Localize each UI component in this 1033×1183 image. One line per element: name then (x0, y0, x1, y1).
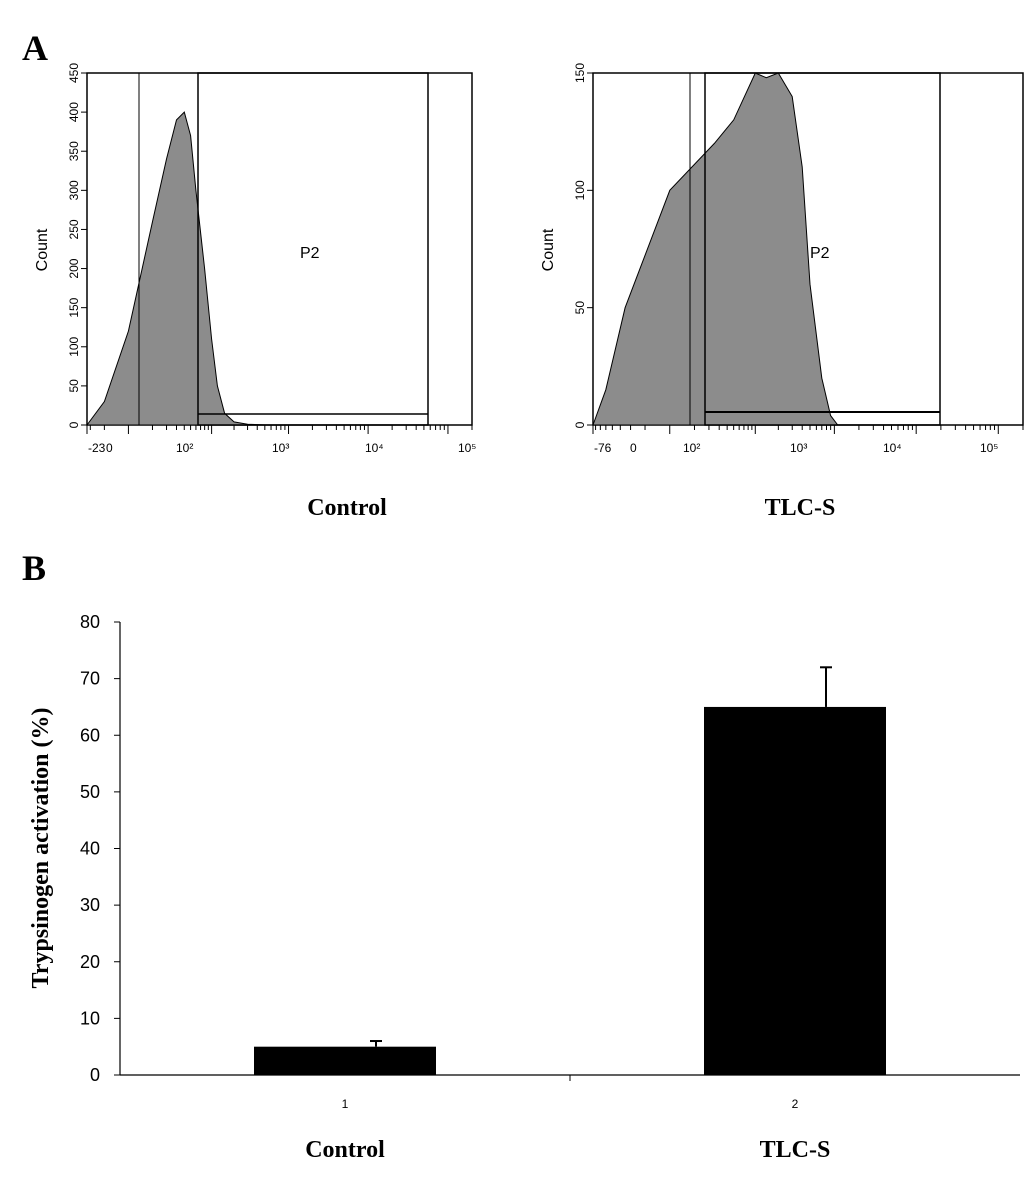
y-ticks: 0 50 100 150 (573, 63, 593, 428)
y-ticks: 0 10 20 30 40 50 60 70 80 (80, 612, 120, 1085)
gate-p2-label: P2 (300, 245, 320, 262)
histogram-area (592, 72, 839, 426)
y-tick-label: 20 (80, 952, 100, 972)
x-ticks: -23 0 10² 10³ 10⁴ 10⁵ (86, 425, 476, 455)
y-tick-label: 0 (573, 421, 587, 428)
gate-p2 (197, 72, 429, 426)
y-tick-label: 0 (90, 1065, 100, 1085)
panel-b-letter: B (22, 548, 46, 588)
y-tick-label: 300 (67, 180, 81, 200)
y-ticks: 0 50 100 150 200 250 300 350 400 450 (67, 63, 87, 428)
y-tick-label: 60 (80, 725, 100, 745)
histogram-area (86, 111, 265, 426)
y-tick-label: 50 (573, 301, 587, 315)
y-tick-label: 100 (573, 180, 587, 200)
y-tick-label: 100 (67, 336, 81, 356)
x-tick-label: 10² (683, 441, 700, 455)
y-tick-label: 40 (80, 839, 100, 859)
y-tick-label: 200 (67, 258, 81, 278)
x-tick-label: 10⁴ (365, 441, 384, 455)
y-tick-label: 0 (67, 421, 81, 428)
x-tick-label: 10³ (272, 441, 289, 455)
gate-p2-label: P2 (810, 245, 830, 262)
x-tick-label: 10⁵ (458, 441, 476, 455)
y-tick-label: 400 (67, 102, 81, 122)
bar (704, 706, 886, 1075)
y-tick-label: 350 (67, 141, 81, 161)
x-axis-label: Control (307, 495, 387, 521)
category-label: Control (305, 1137, 385, 1163)
y-tick-label: 30 (80, 895, 100, 915)
gate-p2 (704, 72, 941, 426)
x-tick-label: 1 (342, 1097, 349, 1111)
y-axis-label: Count (540, 228, 557, 271)
y-tick-label: 450 (67, 63, 81, 83)
y-tick-label: 70 (80, 669, 100, 689)
y-axis-label: Count (34, 228, 51, 271)
bar-chart: Trypsinogen activation (%) 0 10 20 30 40 50 60… (28, 612, 1020, 1163)
x-axis-label: TLC-S (765, 495, 836, 521)
y-tick-label: 150 (573, 63, 587, 83)
y-tick-label: 50 (67, 379, 81, 393)
x-tick-label: -76 (594, 441, 612, 455)
histogram-tlcs: P2 Count 0 50 100 150 -76 0 10² 10³ 10⁴ 10⁵ TLC-… (540, 63, 1024, 521)
x-tick-label: -23 (88, 441, 106, 455)
x-tick-label: 0 (106, 441, 113, 455)
y-tick-label: 80 (80, 612, 100, 632)
y-axis-title: Trypsinogen activation (%) (28, 708, 54, 989)
y-tick-label: 150 (67, 297, 81, 317)
y-tick-label: 250 (67, 219, 81, 239)
x-tick-label: 0 (630, 441, 637, 455)
x-tick-label: 10² (176, 441, 193, 455)
x-ticks: -76 0 10² 10³ 10⁴ 10⁵ (592, 425, 1024, 455)
y-tick-label: 50 (80, 782, 100, 802)
y-tick-label: 10 (80, 1008, 100, 1028)
x-tick-label: 10⁴ (883, 441, 902, 455)
panel-a-letter: A (22, 28, 48, 68)
bars: 1 Control 2 TLC-S (254, 666, 886, 1163)
category-label: TLC-S (760, 1137, 831, 1163)
x-tick-label: 10³ (790, 441, 807, 455)
histogram-control: P2 Count 0 50 100 150 200 250 300 350 400 450 -23… (34, 63, 476, 521)
x-tick-label: 2 (792, 1097, 799, 1111)
x-tick-label: 10⁵ (980, 441, 998, 455)
bar (254, 1046, 436, 1075)
